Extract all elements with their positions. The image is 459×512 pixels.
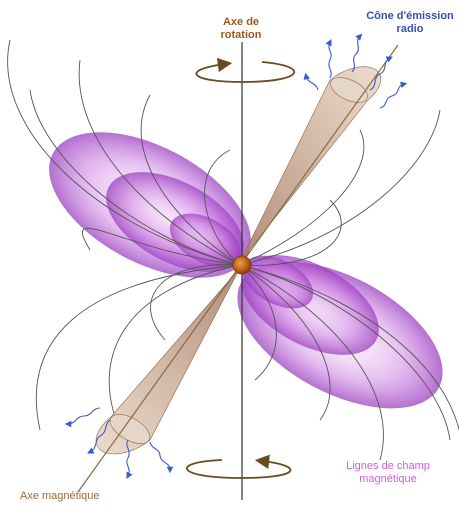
field-lines-label-line2: magnétique (359, 473, 417, 485)
rotation-arrow-bottom (186, 454, 292, 479)
field-lobe-right-inner (242, 255, 314, 309)
emission-cone-label-line1: Cône d'émission (366, 10, 454, 22)
rotation-axis-label-line2: rotation (220, 29, 262, 41)
neutron-star (232, 255, 252, 275)
field-lines-label: Lignes de champ magnétique (318, 460, 458, 486)
rotation-axis-label-line1: Axe de (222, 16, 260, 28)
rotation-arrow-top (195, 57, 295, 83)
emission-cone-upper (239, 66, 381, 263)
field-lines (7, 39, 459, 461)
emission-cone-label-line2: radio (396, 23, 424, 35)
rotation-axis-label: Axe de rotation (196, 16, 286, 42)
emission-cone-label: Cône d'émission radio (362, 10, 458, 36)
field-lines-label-line1: Lignes de champ (346, 460, 430, 472)
radio-waves-top (303, 33, 408, 109)
emission-cone-lower (95, 267, 241, 455)
field-lobes (49, 132, 443, 409)
radio-waves-bottom (64, 407, 174, 479)
magnetic-axis-label: Axe magnétique (20, 490, 100, 502)
